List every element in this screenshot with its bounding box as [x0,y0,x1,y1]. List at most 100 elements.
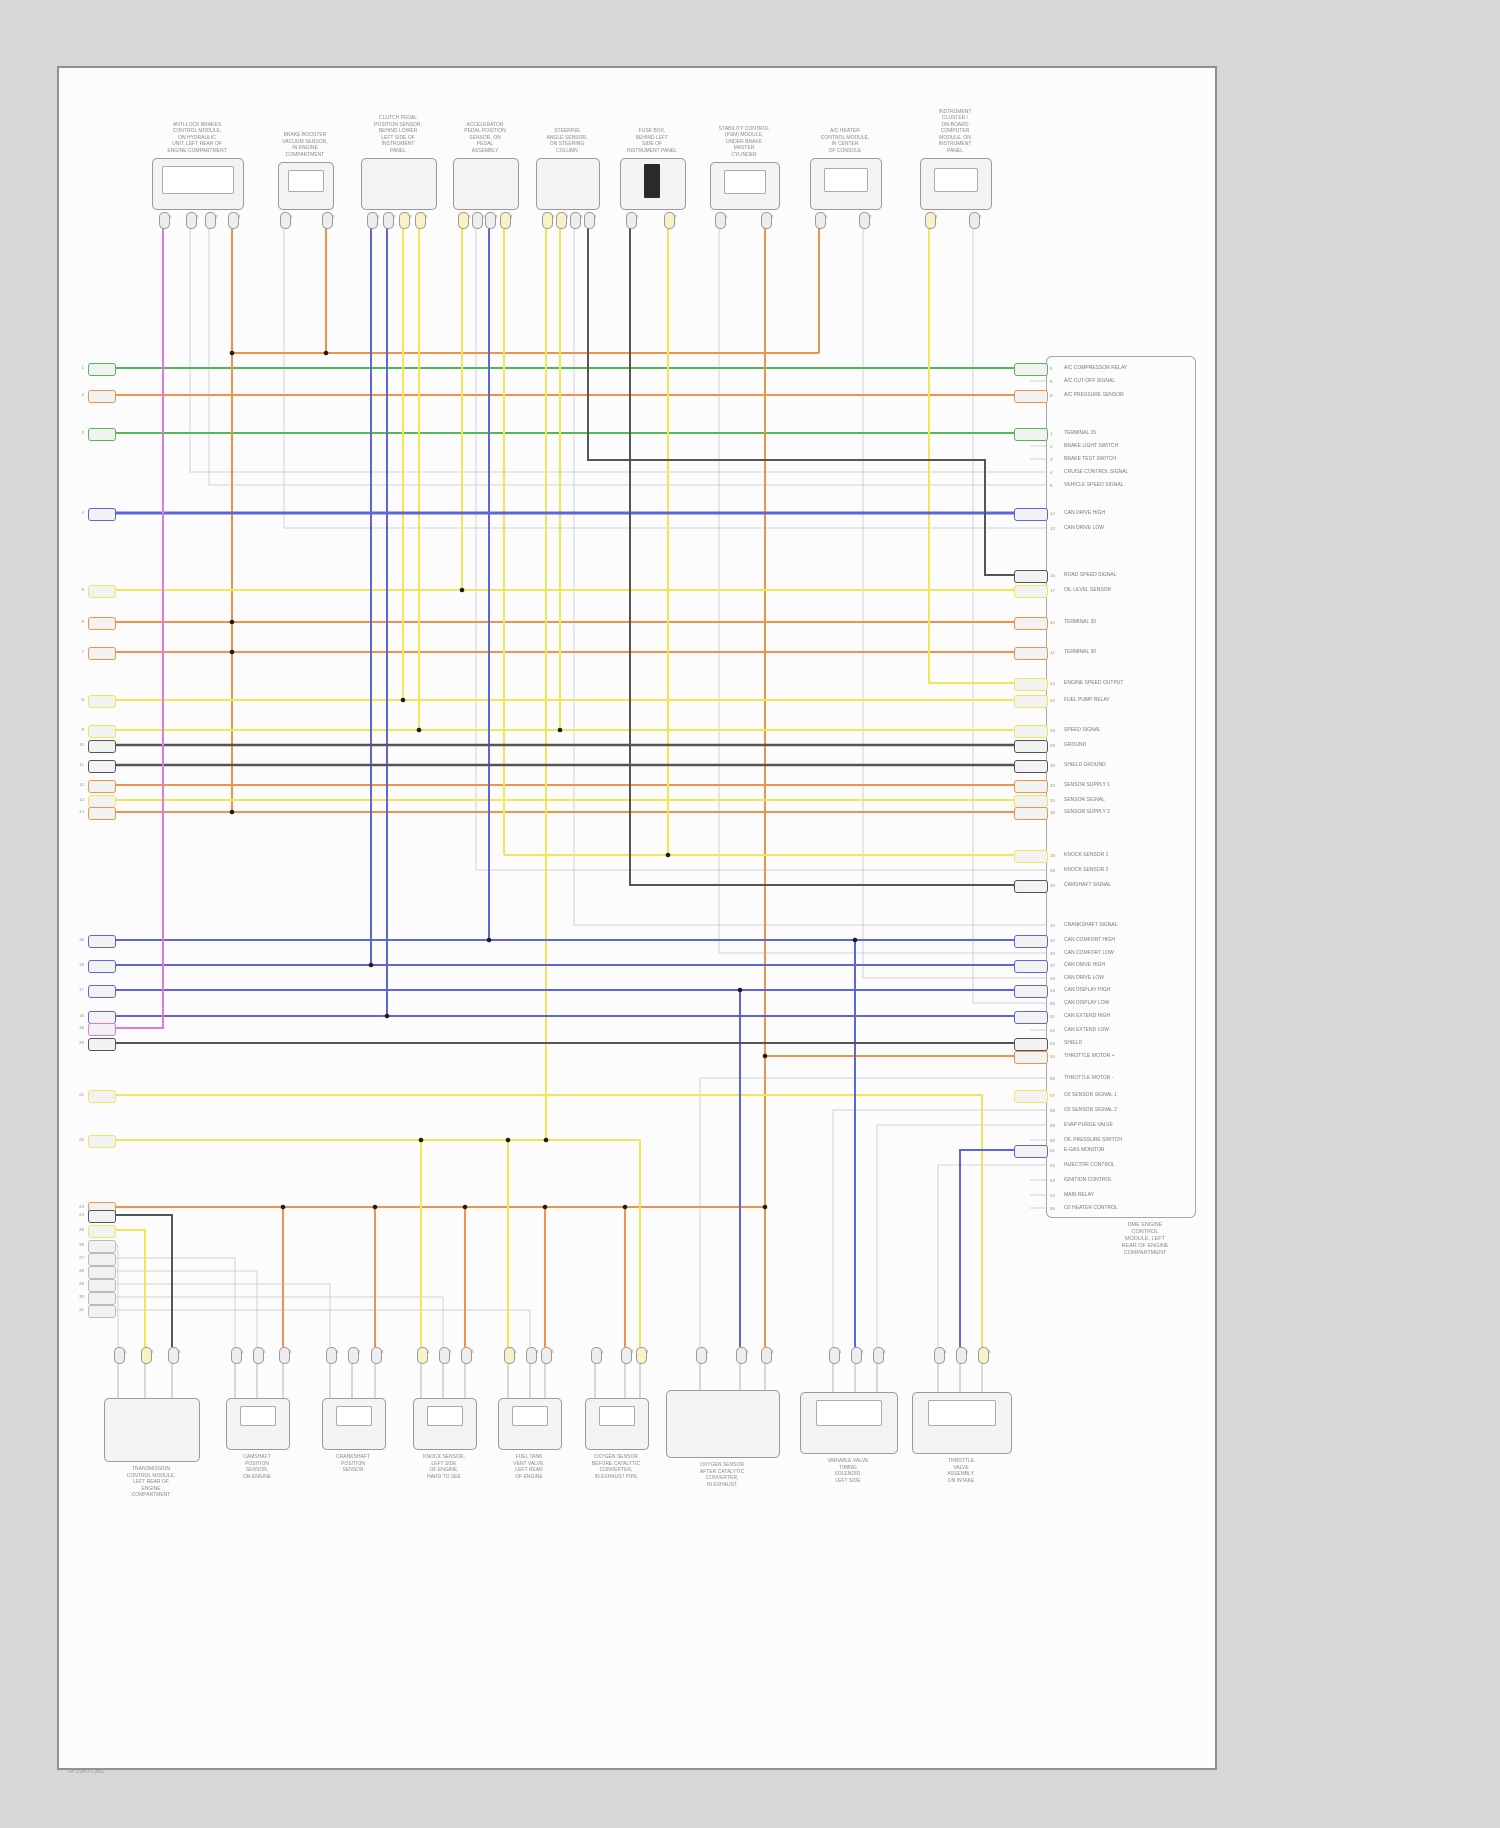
pin-oval [167,1347,179,1364]
ecm-pin-number: 48 [1050,975,1056,981]
pin-number: 2 [358,1349,361,1354]
bottom-component-label-line: SENSOR, [245,1467,269,1473]
junction-dot [462,1204,468,1210]
pin-oval [370,1347,382,1364]
left-connector-stub [88,1252,116,1266]
pin-oval [968,212,980,229]
top-component-label: BRAKE BOOSTER VACUUM SENSOR, IN ENGINE COMP… [250,76,360,158]
paper-border [57,66,1217,1770]
left-row-number: 20 [78,1040,84,1045]
pin-oval [347,1347,359,1364]
left-connector-stub [88,1010,116,1024]
top-component-label-line: FUSE BOX, [638,128,666,134]
ecm-pin-number: 64 [1050,1192,1056,1198]
ecm-pin-label: SHIELD [1064,1040,1083,1046]
ecm-pin-number: 6 [1050,378,1053,384]
pin-oval [252,1347,264,1364]
ecm-pin-number: 33 [1050,782,1056,788]
bottom-component-label-line: ENGINE [141,1485,161,1492]
bottom-component-label-line: CAMSHAFT [243,1454,271,1460]
ecm-pin-label: CAMSHAFT SIGNAL [1064,882,1112,888]
pin-number: 1 [706,1349,709,1354]
top-component-label-line: ACCELERATOR [466,121,504,128]
ecm-pin-number: 39 [1050,867,1056,873]
ecm-pin-stub [1014,879,1048,893]
junction-dot [737,987,743,993]
ecm-pin-stub [1014,1144,1048,1158]
ecm-pin-label: INJECTOR CONTROL [1064,1162,1115,1168]
pin-number: 2 [151,1349,154,1354]
left-row-number: 12 [78,782,84,787]
pin-number: 2 [482,214,485,219]
left-row-number: 13 [78,797,84,802]
pin-oval [325,1347,337,1364]
ecm-pin-number: 25 [1050,697,1056,703]
ecm-pin-number: 51 [1050,1013,1056,1019]
ecm-pin-number: 24 [1050,680,1056,686]
ecm-pin-label: CAN COMFORT LOW [1064,950,1114,956]
top-component-label-line: MASTER [733,145,755,151]
pin-number: 1 [601,1349,604,1354]
ecm-pin-label: A/C COMPRESSOR RELAY [1064,365,1128,371]
top-component-label-line: ON STEERING [549,141,585,147]
left-row-number: 10 [78,742,84,747]
wire-blue [959,1149,1040,1347]
pin-oval [541,212,553,229]
top-component-label-line: CONTROL MODULE, [172,128,222,134]
ecm-pin-number: 59 [1050,1122,1056,1128]
bottom-component-label: CAMSHAFT POSITION SENSOR, ON ENGINE [202,1454,312,1480]
pin-oval [204,212,216,229]
ecm-pin-number: 8 [1050,392,1053,398]
top-component-label-line: ANTI-LOCK BRAKES [172,121,222,128]
left-connector-stub [88,646,116,660]
pin-number: 1 [514,1349,517,1354]
pin-number: 3 [580,214,583,219]
left-row-number: 31 [78,1307,84,1312]
pin-number: 3 [495,214,498,219]
wire-yellow [95,1094,983,1347]
left-connector-stub [88,1304,116,1318]
pin-number: 3 [646,1349,649,1354]
ecm-pin-number: 40 [1050,882,1056,888]
bottom-component-label: TRANSMISSION CONTROL MODULE, LEFT REAR OF E… [96,1466,206,1499]
ecm-pin-label: SENSOR SUPPLY 2 [1064,809,1110,815]
left-connector-stub [88,806,116,820]
ecm-pin-label: CAN EXTEND LOW [1064,1027,1110,1033]
top-component-label-line: CYLINDER [731,151,757,158]
wire-faint [718,227,1040,954]
left-row-number: 15 [78,937,84,942]
top-component-label: STABILITY CONTROL (PSM) MODULE, UNDER BRAK… [689,76,799,158]
ecm-pin-stub [1014,1089,1048,1103]
wire-magenta [114,227,164,1029]
bottom-component-label-line: IN EXHAUST PIPE [594,1473,638,1480]
ecm-pin-number: 58 [1050,1107,1056,1113]
top-component-label-line: COLUMN [556,147,578,154]
pin-oval [625,212,637,229]
pin-number: 2 [196,214,199,219]
ecm-pin-stub [1014,646,1048,660]
ecm-pin-number: 29 [1050,742,1056,748]
pin-number: 1 [725,214,728,219]
left-connector-stub [88,984,116,998]
pin-number: 1 [935,214,938,219]
pin-number: 3 [409,214,412,219]
bottom-component-inner [599,1406,635,1426]
ecm-pin-stub [1014,389,1048,403]
bottom-component-label: VARIABLE VALVE TIMING SOLENOID, LEFT SIDE [793,1458,903,1484]
ecm-pin-number: 54 [1050,1053,1056,1059]
top-component-label: ANTI-LOCK BRAKES CONTROL MODULE, ON HYDRAU… [142,76,252,154]
ecm-pin-number: 12 [1050,510,1056,516]
ecm-pin-label: SENSOR SUPPLY 1 [1064,782,1110,788]
wire-faint [208,227,1040,486]
left-connector-stub [88,759,116,773]
bottom-component-label-line: ON ENGINE [242,1473,272,1480]
ecm-pin-stub [1014,794,1048,808]
left-row-number: 16 [78,962,84,967]
ecm-pin-number: 56 [1050,1075,1056,1081]
left-connector-stub [88,959,116,973]
pin-number: 3 [289,1349,292,1354]
ecm-pin-label: ROAD SPEED SIGNAL [1064,572,1117,578]
bottom-component-label-line: TRANSMISSION [131,1466,171,1472]
left-connector-stub [88,389,116,403]
bottom-component-box [104,1398,200,1462]
